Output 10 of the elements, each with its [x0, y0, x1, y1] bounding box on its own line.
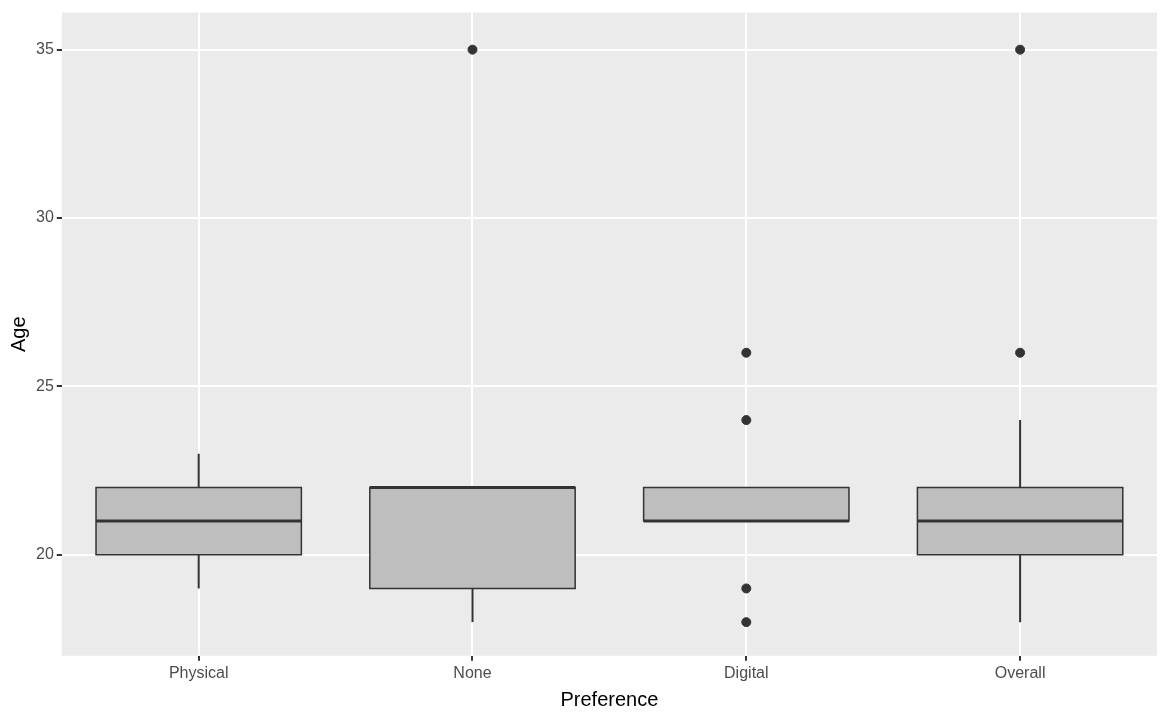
- y-tick-label: 35: [36, 40, 54, 58]
- x-tick-label: Digital: [724, 663, 769, 681]
- y-tick-label: 20: [36, 545, 54, 563]
- y-axis-title: Age: [6, 316, 29, 352]
- y-tick-label: 25: [36, 376, 54, 394]
- x-tick-label: Physical: [168, 663, 229, 681]
- x-tick-label: Overall: [994, 663, 1046, 681]
- x-tick-label: None: [453, 663, 492, 681]
- x-axis-title: Preference: [560, 687, 659, 710]
- y-tick-label: 30: [36, 208, 54, 226]
